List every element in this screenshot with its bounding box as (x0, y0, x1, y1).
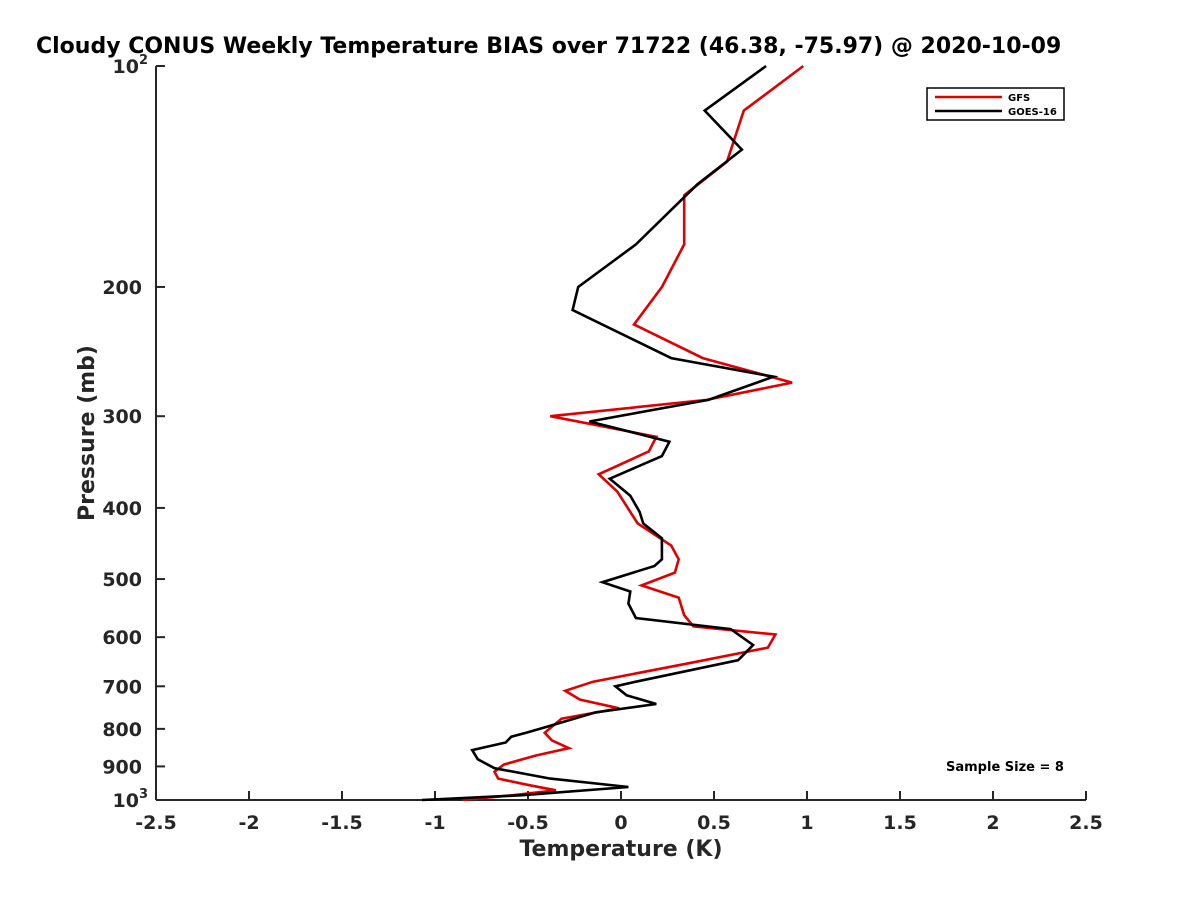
y-tick-label: 103 (113, 787, 149, 812)
y-tick-label: 900 (102, 756, 142, 778)
y-tick-label: 102 (113, 53, 149, 78)
x-axis-ticks: -2.5 -2 -1.5 -1 -0.5 0 0.5 1 1.5 2 2.5 (135, 791, 1103, 834)
legend: GFS GOES-16 (926, 87, 1065, 121)
y-axis-ticks: 102 200 300 400 500 600 700 800 900 103 (102, 53, 165, 812)
x-tick-label: 1 (800, 812, 813, 834)
x-tick-label: -2.5 (135, 812, 177, 834)
y-tick-label: 600 (102, 627, 142, 649)
y-axis-label: Pressure (mb) (75, 345, 100, 521)
series-line-gfs (462, 64, 805, 802)
y-tick-label: 500 (102, 569, 142, 591)
x-axis-label: Temperature (K) (519, 837, 722, 862)
x-tick-label: 1.5 (883, 812, 917, 834)
series-lines (421, 64, 805, 802)
chart-title: Cloudy CONUS Weekly Temperature BIAS ove… (36, 34, 1061, 59)
series-line-goes16 (421, 64, 779, 802)
x-tick-label: 0.5 (697, 812, 731, 834)
x-tick-label: -2 (238, 812, 259, 834)
sample-size-annotation: Sample Size = 8 (946, 760, 1064, 775)
x-tick-label: -0.5 (507, 812, 549, 834)
legend-label-goes16: GOES-16 (1008, 107, 1057, 118)
x-tick-label: 2 (986, 812, 999, 834)
x-tick-label: 0 (614, 812, 627, 834)
x-tick-label: 2.5 (1069, 812, 1103, 834)
legend-box (926, 87, 1065, 121)
x-tick-label: -1.5 (321, 812, 363, 834)
legend-label-gfs: GFS (1008, 93, 1030, 104)
y-tick-label: 700 (102, 676, 142, 698)
y-tick-label: 300 (102, 406, 142, 428)
y-tick-label: 400 (102, 498, 142, 520)
x-tick-label: -1 (424, 812, 445, 834)
plot-area: -2.5 -2 -1.5 -1 -0.5 0 0.5 1 1.5 2 2.5 102 200 300 40… (102, 53, 1103, 834)
y-tick-label: 800 (102, 719, 142, 741)
y-tick-label: 200 (102, 277, 142, 299)
